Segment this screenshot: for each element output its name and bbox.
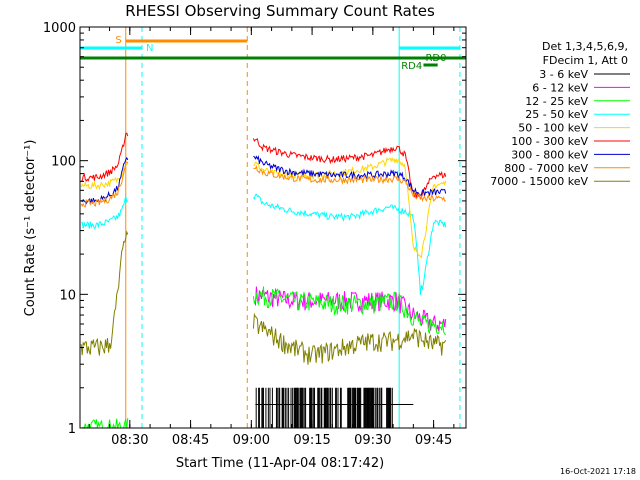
- saa-flag-label: S: [115, 35, 121, 46]
- chart-title: RHESSI Observing Summary Count Rates: [125, 2, 435, 20]
- series-line: [81, 132, 129, 182]
- x-tick-label: 09:45: [415, 433, 452, 448]
- legend-label: 300 - 800 keV: [511, 148, 588, 161]
- x-tick-label: 08:45: [172, 433, 209, 448]
- y-tick-label: 1: [68, 422, 76, 437]
- series-3-6-flicker: [255, 387, 393, 428]
- legend-label: 50 - 100 keV: [518, 122, 588, 135]
- series-line: [81, 196, 129, 230]
- series-line: [253, 193, 447, 295]
- legend-label: 25 - 50 keV: [525, 108, 588, 121]
- legend-label: 6 - 12 keV: [532, 81, 588, 94]
- y-tick-label: 100: [51, 155, 76, 170]
- legend-label: 800 - 7000 keV: [504, 162, 588, 175]
- y-axis-label: Count Rate (s⁻¹ detector⁻¹): [23, 140, 38, 317]
- series-line: [252, 286, 447, 336]
- night-flag-label: N: [146, 43, 153, 54]
- rd4-flag-label: RD4: [401, 61, 422, 72]
- x-tick-label: 09:30: [354, 433, 391, 448]
- render-timestamp: 16-Oct-2021 17:18: [560, 467, 636, 476]
- series-line: [253, 155, 447, 196]
- legend-label: 12 - 25 keV: [525, 95, 588, 108]
- legend-label: 100 - 300 keV: [511, 135, 588, 148]
- x-tick-label: 09:00: [233, 433, 270, 448]
- series-line: [252, 312, 447, 365]
- x-axis-label: Start Time (11-Apr-04 08:17:42): [176, 456, 384, 471]
- x-tick-label: 08:30: [111, 433, 148, 448]
- series-line: [253, 156, 447, 259]
- legend-header-line-2: FDecim 1, Att 0: [543, 54, 628, 67]
- series-line: [253, 164, 446, 203]
- legend-label: 7000 - 15000 keV: [490, 175, 588, 188]
- y-tick-label: 1000: [43, 21, 76, 36]
- legend-label: 3 - 6 keV: [539, 68, 588, 81]
- series-line: [80, 230, 129, 356]
- series-line: [254, 286, 447, 332]
- series-line: [81, 417, 129, 429]
- axes-layer: 08:30 08:45 09:00 09:15 09:30 09:45 1 10 100 1000: [43, 21, 467, 448]
- plot-frame: [79, 26, 467, 429]
- x-tick-label: 09:15: [293, 433, 330, 448]
- rd0-flag-label: RD0: [425, 53, 446, 64]
- y-tick-label: 10: [59, 288, 76, 303]
- legend-header-line-1: Det 1,3,4,5,6,9,: [542, 40, 628, 53]
- series-line: [80, 161, 129, 208]
- series-line: [80, 156, 129, 206]
